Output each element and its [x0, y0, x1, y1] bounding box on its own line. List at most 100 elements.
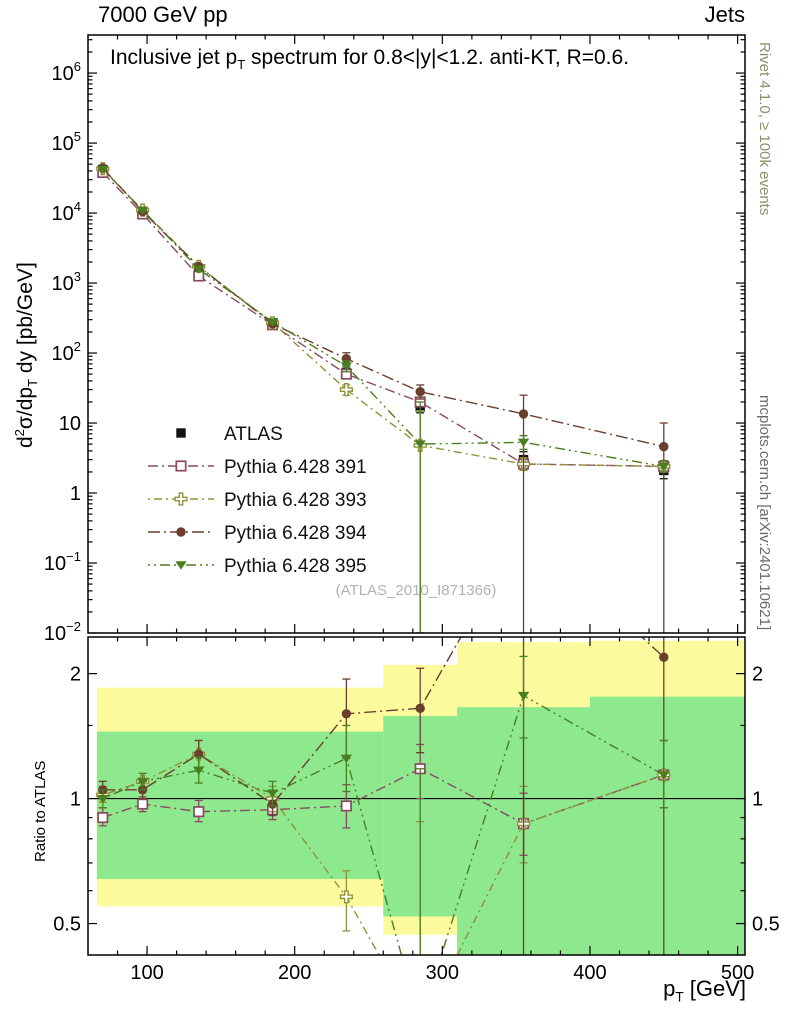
- y-tick-label: 10: [59, 413, 81, 435]
- x-tick-label: 500: [721, 962, 754, 984]
- plot-title-rest: spectrum for 0.8<|y|<1.2. anti-KT, R=0.6…: [245, 46, 630, 69]
- data-point: [174, 492, 188, 506]
- x-tick-label: 400: [573, 962, 606, 984]
- legend-label: Pythia 6.428 393: [224, 490, 367, 511]
- ratio-y-tick-label: 2: [70, 664, 81, 686]
- mcplots-reference-note: mcplots.cern.ch [arXiv:2401.10621]: [756, 395, 773, 631]
- ratio-plot-area: [88, 637, 745, 1024]
- x-tick-label: 300: [426, 962, 459, 984]
- series-pythia-6.428-395: [97, 165, 670, 633]
- ratio-y-tick-label: 2: [752, 664, 763, 686]
- ylabel-d: d: [14, 436, 37, 448]
- data-point: [658, 771, 670, 780]
- data-point: [97, 812, 109, 824]
- x-tick-label: 200: [278, 962, 311, 984]
- rivet-version-note: Rivet 4.1.0, ≥ 100k events: [756, 42, 773, 216]
- xlabel-units: [GeV]: [683, 976, 746, 1001]
- data-point: [340, 362, 353, 371]
- ylabel-mid: σ/dp: [14, 386, 37, 430]
- series-pythia-6.428-391: [97, 166, 670, 473]
- data-point: [97, 794, 109, 804]
- data-point: [659, 652, 669, 662]
- series-line: [102, 171, 664, 468]
- data-point: [414, 440, 426, 449]
- data-point: [175, 460, 187, 472]
- data-point: [339, 890, 353, 904]
- data-point: [415, 703, 425, 713]
- series-line: [102, 637, 665, 806]
- data-point: [175, 561, 187, 570]
- plot-title: Inclusive jet pT spectrum for 0.8<|y|<1.…: [110, 46, 629, 72]
- data-point: [340, 754, 353, 764]
- panel-frame: [87, 636, 746, 956]
- plot-title-text: Inclusive jet p: [110, 46, 238, 69]
- xlabel-p: p: [663, 976, 676, 1001]
- data-point: [136, 777, 149, 787]
- series-pythia-6.428-394: [98, 163, 669, 633]
- uncertainty-band-inner: [589, 696, 745, 955]
- panel-frame: [87, 34, 746, 634]
- series-line: [102, 753, 665, 955]
- data-point: [193, 766, 205, 775]
- data-point: [517, 438, 530, 448]
- data-point: [266, 318, 279, 327]
- data-point: [176, 527, 186, 537]
- y-tick-label: 102: [52, 339, 81, 365]
- axis-tick-labels: 10−2 10−1 1 10 102 103 104 105 106 0.5 0.5 1 1 2 2 100 2…: [44, 59, 780, 984]
- data-point: [518, 409, 529, 419]
- main-y-axis-label: d2σ/dpT dy [pb/GeV]: [12, 262, 40, 448]
- y-tick-label: 105: [52, 129, 81, 155]
- data-point: [136, 206, 149, 215]
- y-tick-label: 104: [52, 199, 81, 225]
- data-point: [339, 383, 353, 397]
- ylabel-sub: T: [25, 378, 41, 387]
- ratio-y-tick-label: 1: [752, 789, 763, 811]
- data-point: [341, 709, 352, 719]
- axis-ticks: [88, 35, 745, 955]
- process-label: Jets: [704, 2, 745, 27]
- ratio-series-pythia-6.428-395: [97, 655, 670, 1024]
- analysis-id-watermark: (ATLAS_2010_I871366): [335, 582, 497, 599]
- data-point: [193, 806, 205, 818]
- data-point: [658, 462, 670, 472]
- legend-label: Pythia 6.428 394: [224, 523, 367, 544]
- ylabel-units: dy [pb/GeV]: [14, 262, 37, 379]
- y-tick-label: 10−2: [44, 619, 81, 645]
- ylabel-exp: 2: [12, 429, 27, 437]
- series-line: [102, 767, 665, 825]
- data-point: [137, 798, 149, 810]
- ratio-y-tick-label: 0.5: [53, 914, 81, 936]
- x-axis-label: pT [GeV]: [663, 976, 746, 1004]
- spectrum-plot-area: [96, 162, 671, 633]
- y-tick-label: 10−1: [44, 549, 81, 575]
- data-point: [176, 428, 186, 438]
- x-tick-label: 100: [130, 962, 163, 984]
- ratio-y-tick-label: 1: [70, 789, 81, 811]
- data-point: [97, 165, 109, 175]
- data-point: [415, 387, 425, 397]
- series-line: [102, 168, 664, 468]
- ratio-y-tick-label: 0.5: [752, 914, 780, 936]
- data-point: [193, 265, 205, 274]
- data-point: [659, 441, 669, 452]
- y-tick-label: 106: [52, 59, 81, 85]
- y-tick-label: 1: [70, 483, 81, 505]
- series-line: [102, 694, 665, 955]
- beam-energy-label: 7000 GeV pp: [98, 2, 228, 27]
- data-point: [266, 789, 279, 798]
- series-line: [102, 168, 664, 468]
- plot-title-subscript: T: [237, 57, 246, 73]
- legend-label: Pythia 6.428 391: [224, 457, 367, 478]
- legend-label: ATLAS: [224, 424, 283, 445]
- legend: ATLAS Pythia 6.428 391 Pythia 6.428 393 Pyt…: [148, 424, 367, 577]
- legend-label: Pythia 6.428 395: [224, 556, 367, 577]
- ratio-y-axis-label: Ratio to ATLAS: [32, 760, 49, 862]
- y-tick-label: 103: [52, 269, 81, 295]
- xlabel-sub: T: [675, 989, 684, 1005]
- data-point: [517, 691, 530, 701]
- data-point: [340, 800, 352, 812]
- series-line: [102, 167, 664, 448]
- data-point: [414, 1018, 425, 1024]
